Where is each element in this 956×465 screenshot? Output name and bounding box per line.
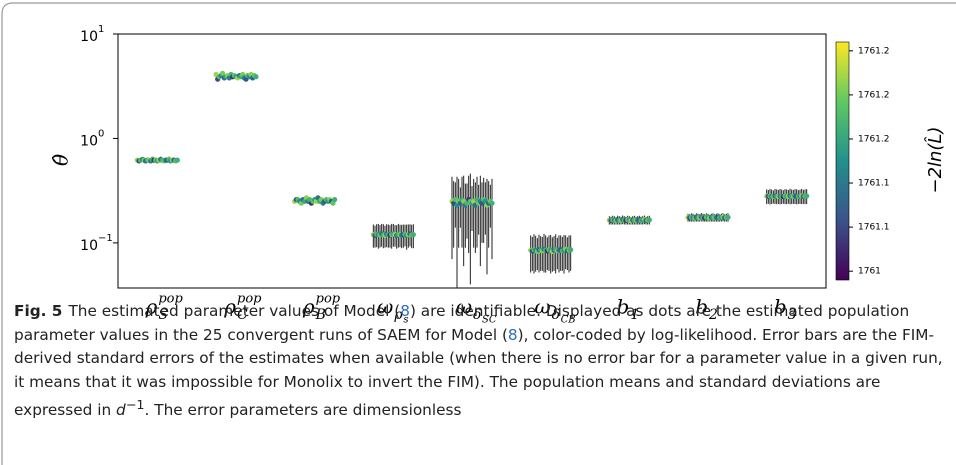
x-tick-sub: S	[158, 307, 168, 323]
x-tick-sup: pop	[237, 292, 262, 307]
y-tick-label: 10	[80, 29, 98, 45]
run-dot	[646, 217, 652, 223]
run-dot	[220, 70, 226, 76]
x-tick-sub: ρ	[393, 307, 403, 323]
run-dot	[410, 232, 416, 238]
x-tick-subsub: SC	[482, 315, 497, 326]
reference[interactable]: 8	[507, 325, 518, 344]
caption-text: The estimated parameter values of Model …	[68, 302, 401, 320]
unit-exponent: −1	[125, 398, 145, 413]
caption-label: Fig. 5	[14, 302, 63, 320]
x-tick: ρ	[145, 295, 158, 319]
x-tick: ω	[377, 295, 393, 319]
x-tick-subsub: CB	[561, 315, 576, 326]
x-tick-subsub: s	[403, 315, 408, 326]
y-tick-exponent: −1	[98, 233, 113, 244]
run-dot	[804, 193, 810, 199]
x-tick: ω	[456, 295, 472, 319]
run-dot	[253, 74, 259, 80]
colorbar-tick-label: 1761.2	[858, 46, 890, 56]
unit: d	[116, 401, 126, 420]
x-tick-sub: 1	[630, 307, 639, 323]
colorbar-tick-label: 1761.2	[858, 134, 890, 144]
run-dot	[568, 247, 574, 253]
caption-text: ), color-coded by log-likelihood. Error …	[14, 325, 943, 420]
y-tick-label: 10	[80, 238, 98, 254]
run-dot	[332, 196, 338, 203]
x-tick: ρ	[223, 295, 236, 319]
x-tick-sub: 2	[708, 307, 718, 323]
colorbar-label: −2ln(L̂)	[925, 126, 946, 193]
caption: Fig. 5 The estimated parameter values of …	[14, 300, 950, 423]
x-tick-sub: B	[315, 307, 326, 323]
x-tick: ρ	[302, 295, 315, 319]
colorbar-tick-label: 1761	[858, 267, 881, 277]
x-tick-sub: C	[237, 307, 248, 323]
y-tick-exponent: 1	[98, 24, 104, 35]
x-tick-sup: pop	[158, 292, 183, 307]
run-dot	[174, 157, 180, 163]
x-tick-sub: 3	[788, 307, 797, 323]
colorbar-tick-label: 1761.1	[858, 179, 890, 189]
x-tick: b	[617, 295, 630, 319]
reference[interactable]: 8	[400, 302, 410, 320]
run-dot	[489, 200, 495, 206]
x-tick: b	[774, 295, 787, 319]
plot-frame	[117, 33, 827, 289]
x-tick-sup: pop	[316, 292, 341, 307]
x-tick-sub: δ	[473, 307, 481, 323]
y-tick-exponent: 0	[98, 128, 104, 139]
run-dot	[725, 214, 731, 220]
colorbar-tick-label: 1761.1	[858, 223, 890, 233]
caption-text: ) are identifiable. Displayed as dots ar…	[14, 302, 910, 344]
x-tick-sub: δ	[552, 307, 560, 323]
colorbar	[835, 41, 850, 281]
y-tick-label: 10	[80, 133, 98, 149]
x-tick: b	[695, 295, 708, 319]
colorbar-tick-label: 1761.2	[858, 90, 890, 100]
y-axis-label: θ̂	[49, 154, 73, 166]
x-tick: ω	[534, 295, 550, 319]
caption-text: . The error parameters are dimensionless	[144, 401, 462, 420]
